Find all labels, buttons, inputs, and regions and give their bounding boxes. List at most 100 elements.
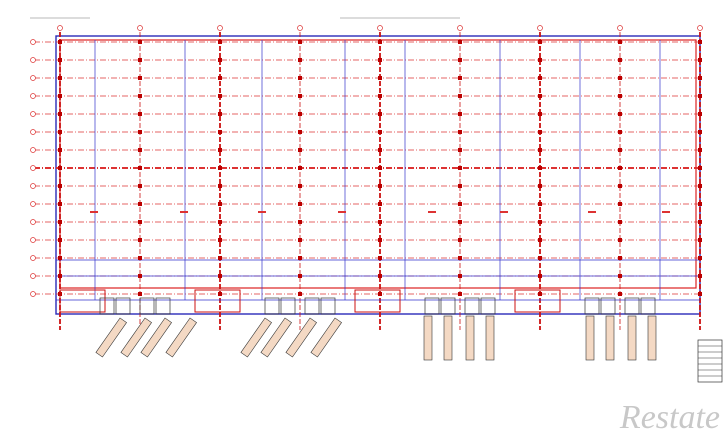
column — [218, 148, 222, 152]
column — [138, 58, 142, 62]
floor-mark — [90, 211, 98, 213]
floor-mark — [662, 211, 670, 213]
column — [58, 202, 62, 206]
column — [218, 40, 222, 44]
dock-door — [584, 297, 600, 315]
column — [218, 94, 222, 98]
stair-block — [59, 289, 106, 313]
truck — [285, 317, 317, 358]
column — [618, 40, 622, 44]
axis-bubble — [377, 25, 383, 31]
axis-bubble — [30, 183, 36, 189]
column — [138, 274, 142, 278]
truck-body — [285, 317, 317, 358]
column — [618, 256, 622, 260]
dock-door — [440, 297, 456, 315]
column — [538, 76, 542, 80]
column — [138, 238, 142, 242]
column — [458, 166, 462, 170]
column — [538, 274, 542, 278]
column — [538, 40, 542, 44]
column — [378, 148, 382, 152]
column — [698, 220, 702, 224]
truck-body — [443, 315, 453, 361]
truck-body — [120, 317, 152, 358]
column — [298, 184, 302, 188]
dock-door — [464, 297, 480, 315]
truck — [165, 317, 197, 358]
column — [218, 220, 222, 224]
column — [138, 292, 142, 296]
column — [298, 166, 302, 170]
column — [58, 40, 62, 44]
dock-door — [264, 297, 280, 315]
axis-bubble — [30, 129, 36, 135]
column — [58, 130, 62, 134]
column — [458, 274, 462, 278]
dock-door — [304, 297, 320, 315]
axis-bubble — [30, 219, 36, 225]
dock-door — [424, 297, 440, 315]
column — [218, 274, 222, 278]
axis-bubble — [30, 111, 36, 117]
truck — [260, 317, 292, 358]
column — [698, 274, 702, 278]
truck-body — [423, 315, 433, 361]
column — [458, 76, 462, 80]
column — [618, 94, 622, 98]
truck-body — [585, 315, 595, 361]
column — [458, 202, 462, 206]
dock-door — [480, 297, 496, 315]
column — [618, 112, 622, 116]
column — [618, 220, 622, 224]
column — [458, 184, 462, 188]
floor-mark — [338, 211, 346, 213]
column — [618, 148, 622, 152]
column — [138, 220, 142, 224]
column — [618, 292, 622, 296]
column — [618, 76, 622, 80]
column — [698, 112, 702, 116]
dock-door — [280, 297, 296, 315]
column — [538, 130, 542, 134]
column — [58, 256, 62, 260]
column — [698, 148, 702, 152]
axis-bubble — [30, 93, 36, 99]
axis-bubble — [30, 75, 36, 81]
column — [218, 238, 222, 242]
dock-door — [320, 297, 336, 315]
column — [698, 184, 702, 188]
column — [698, 238, 702, 242]
floor-mark — [428, 211, 436, 213]
column — [298, 148, 302, 152]
column — [138, 112, 142, 116]
column — [378, 202, 382, 206]
column — [378, 238, 382, 242]
column — [618, 238, 622, 242]
truck — [310, 317, 342, 358]
column — [298, 220, 302, 224]
truck — [140, 317, 172, 358]
truck-body — [310, 317, 342, 358]
column — [58, 112, 62, 116]
floor-mark — [180, 211, 188, 213]
truck-body — [465, 315, 475, 361]
column — [138, 130, 142, 134]
column — [378, 220, 382, 224]
column — [298, 202, 302, 206]
truck — [240, 317, 272, 358]
column — [458, 148, 462, 152]
column — [538, 256, 542, 260]
column — [218, 202, 222, 206]
column — [378, 256, 382, 260]
column — [698, 166, 702, 170]
column — [298, 40, 302, 44]
dock-door — [99, 297, 115, 315]
column — [538, 112, 542, 116]
floor-mark — [258, 211, 266, 213]
column — [698, 292, 702, 296]
column — [378, 94, 382, 98]
column — [458, 292, 462, 296]
